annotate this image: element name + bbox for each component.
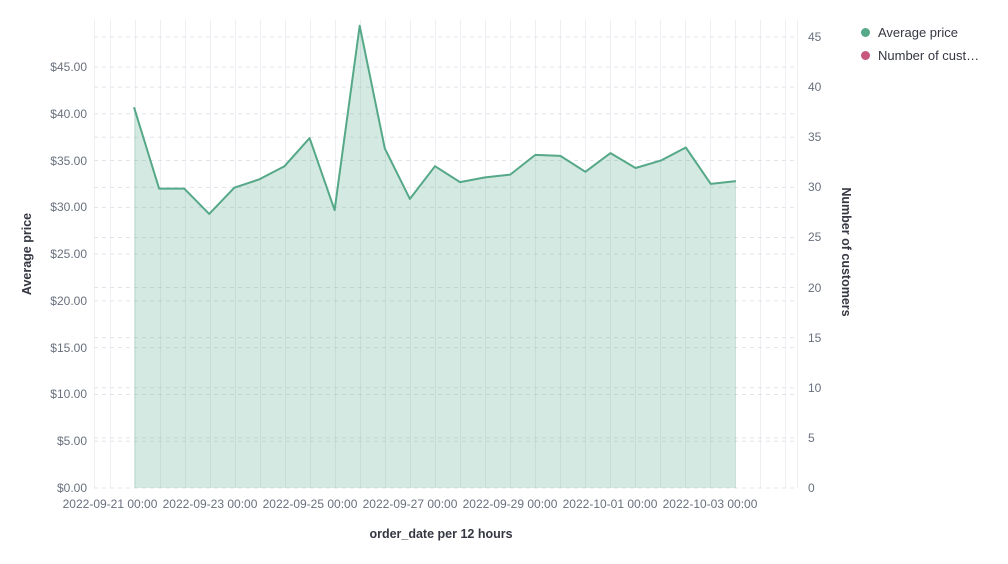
axis-tick-label: 10 <box>808 380 822 395</box>
axis-tick-label: 45 <box>808 30 822 44</box>
average-price-series-dot-icon <box>861 28 870 37</box>
axis-tick-label: $10.00 <box>50 387 87 402</box>
average-price-line <box>133 24 737 215</box>
axis-tick-label: 0 <box>808 481 815 495</box>
axis-tick-label: $5.00 <box>56 434 87 449</box>
axis-tick-label: $30.00 <box>50 200 87 215</box>
horizontal-gridlines <box>94 36 797 489</box>
legend: Average price Number of cust… <box>861 25 979 63</box>
axis-tick-label: 40 <box>808 80 822 95</box>
right-axis-title: Number of customers <box>839 187 853 317</box>
axis-tick-label: 2022-09-27 00:00 <box>362 497 458 511</box>
axis-tick-label: $0.00 <box>56 481 87 495</box>
axis-tick-label: $35.00 <box>50 153 87 168</box>
axis-tick-label: 2022-09-25 00:00 <box>262 497 358 511</box>
legend-item-number-of-customers[interactable]: Number of cust… <box>861 48 979 63</box>
axis-tick-label: $40.00 <box>50 106 87 121</box>
number-of-customers-series-dot-icon <box>861 51 870 60</box>
axis-tick-label: 20 <box>808 280 822 295</box>
axis-tick-label: 30 <box>808 180 822 195</box>
axis-tick-label: 15 <box>808 330 822 345</box>
left-axis-title: Average price <box>20 212 34 296</box>
axis-tick-label: $20.00 <box>50 293 87 308</box>
x-axis-title: order_date per 12 hours <box>369 527 513 541</box>
legend-label: Average price <box>878 25 958 40</box>
legend-item-average-price[interactable]: Average price <box>861 25 979 40</box>
axis-tick-label: 2022-10-03 00:00 <box>662 497 758 511</box>
axis-tick-label: 2022-09-21 00:00 <box>62 497 158 511</box>
axis-tick-label: 35 <box>808 130 822 145</box>
axis-tick-label: 25 <box>808 230 822 245</box>
axis-tick-label: $25.00 <box>50 247 87 262</box>
axis-tick-label: $15.00 <box>50 340 87 355</box>
axis-tick-label: 2022-09-23 00:00 <box>162 497 258 511</box>
axis-tick-label: 2022-10-01 00:00 <box>562 497 658 511</box>
axis-tick-label: 2022-09-29 00:00 <box>462 497 558 511</box>
average-price-area[interactable] <box>134 25 736 489</box>
legend-label: Number of cust… <box>878 48 980 63</box>
axis-tick-label: 5 <box>808 430 815 445</box>
axis-tick-label: $45.00 <box>50 60 87 74</box>
